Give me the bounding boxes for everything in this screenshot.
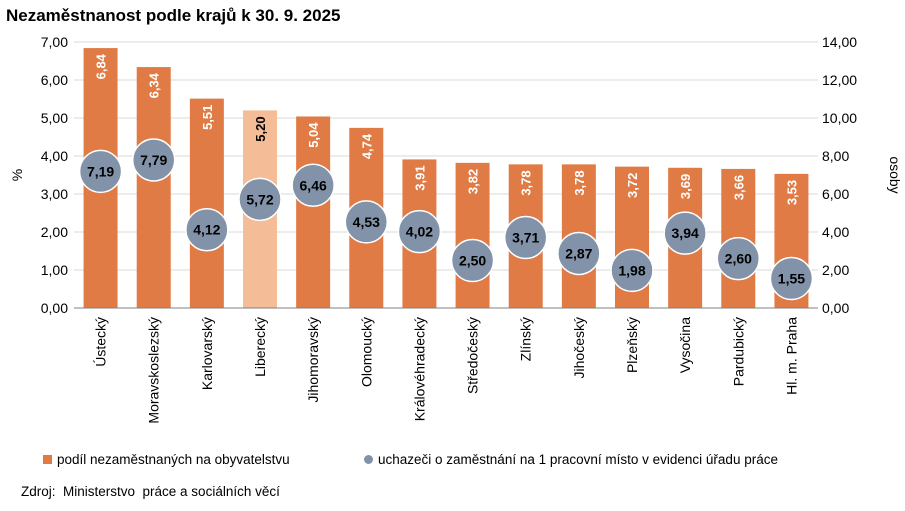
y-right-axis-title: osoby: [887, 156, 903, 193]
bar-value-label: 6,84: [94, 53, 109, 79]
dot-value-label: 2,50: [459, 253, 486, 269]
category-label: Královéhradecký: [411, 317, 427, 421]
bar-series: 6,84 6,34 5,51 5,20 5,04 4,74 3,91 3,82 3,78 3,78…: [83, 48, 809, 309]
category-label: Zlínský: [518, 317, 534, 361]
y-left-tick-label: 3,00: [41, 186, 68, 202]
legend-item-dots: uchazeči o zaměstnání na 1 pracovní míst…: [364, 452, 778, 467]
category-label: Jihomoravský: [305, 317, 321, 403]
bar-value-label: 3,78: [519, 170, 534, 195]
bar-value-label: 4,74: [359, 133, 374, 159]
dot-value-label: 4,02: [406, 224, 433, 240]
dot-value-label: 2,87: [565, 245, 592, 261]
dot-point: [716, 236, 761, 281]
chart-title: Nezaměstnanost podle krajů k 30. 9. 2025: [6, 6, 341, 25]
bar-value-label: 3,91: [412, 165, 427, 190]
category-label: Hl. m. Praha: [783, 317, 799, 395]
combo-chart: 6,84 6,34 5,51 5,20 5,04 4,74 3,91 3,82 3,78 3,78…: [9, 34, 903, 424]
category-label: Plzeňský: [624, 317, 640, 373]
y-right-tick-label: 10,00: [822, 110, 857, 126]
dot-value-label: 7,79: [140, 152, 167, 168]
y-right-tick-label: 6,00: [822, 186, 849, 202]
bar: [189, 98, 224, 309]
bar: [296, 116, 331, 308]
dot-point: [397, 209, 442, 254]
dot-value-label: 1,98: [618, 262, 645, 278]
category-label: Moravskoslezský: [146, 317, 162, 424]
y-left-tick-label: 1,00: [41, 262, 68, 278]
dot-point: [610, 248, 654, 293]
y-right-tick-label: 12,00: [822, 72, 857, 88]
bar-value-label: 3,78: [572, 170, 587, 195]
dot-value-label: 6,46: [300, 177, 327, 193]
legend-item-bars: podíl nezaměstnaných na obyvatelstvu: [43, 452, 290, 467]
dot-value-label: 5,72: [246, 191, 273, 207]
source-note: Zdroj: Ministerstvo práce a sociálních v…: [21, 484, 280, 499]
bar-value-label: 3,66: [731, 175, 746, 200]
legend-bar-swatch: [43, 455, 52, 464]
y-left-tick-label: 7,00: [41, 34, 68, 50]
category-label: Vysočina: [677, 317, 693, 374]
y-right-tick-label: 2,00: [822, 262, 849, 278]
dot-point: [131, 138, 176, 182]
y-left-tick-label: 4,00: [41, 148, 68, 164]
category-label: Pardubický: [730, 317, 746, 386]
dot-point: [185, 207, 229, 252]
dot-point: [238, 177, 282, 222]
bar: [136, 67, 171, 308]
bar-value-label: 3,69: [678, 174, 693, 199]
y-right-tick-label: 14,00: [822, 34, 857, 50]
bar: [455, 162, 490, 308]
category-label: Olomoucký: [358, 317, 374, 387]
y-right-tick-label: 4,00: [822, 224, 849, 240]
dot-point: [663, 211, 707, 255]
dot-value-label: 1,55: [778, 271, 805, 287]
bar-value-label: 6,34: [147, 72, 162, 98]
dot-point: [344, 200, 389, 244]
dot-value-label: 4,12: [193, 222, 220, 238]
y-right-tick-label: 8,00: [822, 148, 849, 164]
dot-value-label: 2,60: [725, 251, 752, 267]
dot-value-label: 4,53: [353, 214, 380, 230]
y-left-tick-label: 2,00: [41, 224, 68, 240]
legend-dot-label: uchazeči o zaměstnání na 1 pracovní míst…: [378, 452, 778, 467]
dot-value-label: 3,94: [672, 225, 699, 241]
legend-dot-swatch: [364, 455, 373, 464]
dot-point: [769, 256, 814, 301]
y-left-tick-label: 6,00: [41, 72, 68, 88]
category-label: Jihočeský: [571, 317, 587, 378]
y-left-axis-title: %: [9, 169, 25, 181]
bar-value-label: 5,51: [200, 105, 215, 130]
dot-point: [291, 163, 335, 208]
axes: 0,00 0,00 1,00 2,00 2,00 4,00 3,00 6,00 4,00 8,00…: [9, 34, 903, 424]
bar-value-label: 3,72: [625, 173, 640, 198]
dot-value-label: 7,19: [87, 163, 114, 179]
dot-series: 7,19 7,79 4,12 5,72 6,46 4,53 4,02 2,50 3,71 2,87…: [78, 138, 814, 301]
category-label: Liberecký: [252, 317, 268, 377]
bar-value-label: 5,20: [253, 116, 268, 141]
category-label: Ústecký: [93, 317, 109, 367]
dot-point: [78, 149, 123, 194]
dot-point: [450, 238, 495, 283]
y-left-tick-label: 5,00: [41, 110, 68, 126]
bar-value-label: 3,82: [466, 169, 481, 194]
y-right-tick-label: 0,00: [822, 300, 849, 316]
dot-point: [503, 215, 548, 260]
dot-value-label: 3,71: [512, 230, 539, 246]
dot-point: [557, 231, 601, 276]
category-label: Karlovarský: [199, 317, 215, 390]
category-label: Středočeský: [465, 317, 481, 394]
bar-value-label: 5,04: [306, 122, 321, 148]
y-left-tick-label: 0,00: [41, 300, 68, 316]
legend-bar-label: podíl nezaměstnaných na obyvatelstvu: [57, 452, 290, 467]
bar-value-label: 3,53: [784, 180, 799, 205]
